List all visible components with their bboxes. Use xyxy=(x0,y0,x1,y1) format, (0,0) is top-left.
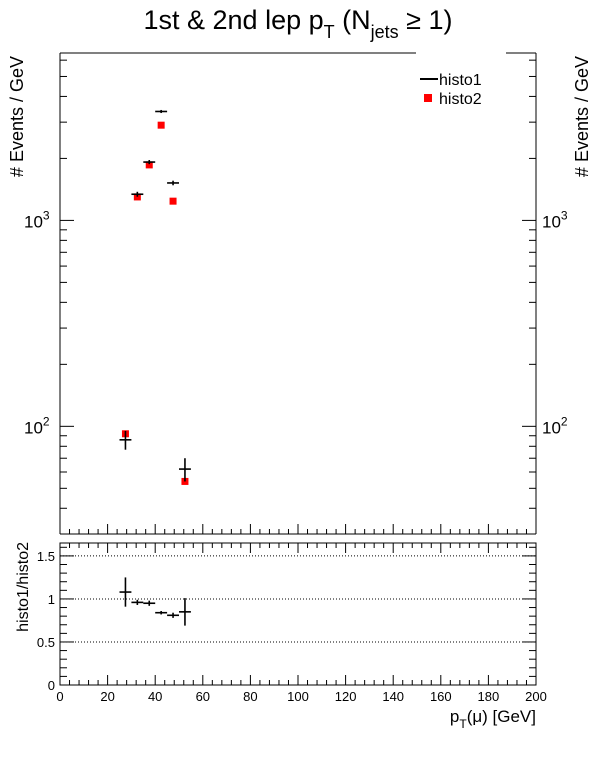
top-ylabel-left: # Events / GeV xyxy=(7,56,27,177)
ratio-y-tick-label: 0 xyxy=(48,678,55,693)
y-tick-label-left: 102 xyxy=(24,414,50,437)
ratio-y-tick-label: 0.5 xyxy=(37,635,55,650)
histo2-marker xyxy=(145,161,153,169)
title-sub-t: T xyxy=(324,22,335,42)
top-x-ticks xyxy=(59,524,537,534)
ratio-reference-lines xyxy=(60,555,536,643)
x-tick-label: 40 xyxy=(148,689,162,704)
ratio-point xyxy=(131,599,144,605)
histo1-point xyxy=(167,180,179,186)
histo1-point xyxy=(179,458,191,482)
y-tick-label-exp: 3 xyxy=(561,208,568,222)
x-tick-label: 60 xyxy=(196,689,210,704)
title-sub-jets: jets xyxy=(370,22,399,42)
ratio-panel-frame xyxy=(59,542,537,686)
top-panel-frame xyxy=(59,52,537,535)
legend-histo2-swatch xyxy=(424,94,432,102)
histo2-marker xyxy=(157,121,165,129)
y-tick-label-right: 103 xyxy=(542,208,568,231)
x-axis-title: pT(μ) [GeV] xyxy=(450,707,536,731)
y-tick-label-base: 10 xyxy=(542,418,561,437)
y-tick-label-base: 10 xyxy=(24,418,43,437)
bottom-x-ticks xyxy=(59,543,537,685)
legend-histo2-label: histo2 xyxy=(439,91,482,108)
title-rest: ≥ 1) xyxy=(399,5,453,35)
ratio-ylabel: histo1/histo2 xyxy=(15,542,32,632)
ratio-point xyxy=(179,598,191,626)
y-tick-label-exp: 3 xyxy=(43,208,50,222)
legend-histo1-label: histo1 xyxy=(439,72,482,89)
x-tick-label: 120 xyxy=(335,689,357,704)
x-tick-label: 140 xyxy=(382,689,404,704)
chart-title: 1st & 2nd lep pT (Njets ≥ 1) xyxy=(144,5,453,42)
x-tick-label: 200 xyxy=(525,689,547,704)
histo1-point xyxy=(143,160,156,165)
y-tick-label-base: 10 xyxy=(542,212,561,231)
y-tick-label-exp: 2 xyxy=(43,414,50,428)
y-tick-label-right: 102 xyxy=(542,414,568,437)
top-ylabel-right: # Events / GeV xyxy=(572,56,592,177)
ratio-point xyxy=(143,600,156,606)
top-panel-data xyxy=(119,109,191,485)
y-tick-label-left: 103 xyxy=(24,208,50,231)
x-tick-label: 180 xyxy=(478,689,500,704)
x-tick-label: 160 xyxy=(430,689,452,704)
top-y-ticks xyxy=(60,59,536,535)
y-tick-label-exp: 2 xyxy=(561,414,568,428)
x-tick-label: 20 xyxy=(100,689,114,704)
x-axis-title-sub: T xyxy=(459,717,467,731)
ratio-y-tick-label: 1 xyxy=(48,592,55,607)
bottom-y-ticks xyxy=(60,546,536,686)
histo2-marker xyxy=(133,193,141,201)
x-tick-label: 100 xyxy=(287,689,309,704)
ratio-point xyxy=(119,577,132,607)
legend: histo1 histo2 xyxy=(420,72,482,108)
ratio-panel-data xyxy=(119,577,191,626)
histo1-point xyxy=(131,191,144,197)
y-tick-label-base: 10 xyxy=(24,212,43,231)
ratio-y-tick-labels: 0 0.5 1 1.5 xyxy=(37,549,55,693)
x-tick-label: 0 xyxy=(56,689,63,704)
x-tick-label: 80 xyxy=(243,689,257,704)
x-tick-labels: 0 20 40 60 80 100 120 140 160 180 200 xyxy=(56,689,546,704)
histo1-point xyxy=(155,109,168,114)
ratio-point xyxy=(167,612,179,618)
ratio-y-tick-label: 1.5 xyxy=(37,549,55,564)
title-main: 1st & 2nd lep p xyxy=(144,5,324,35)
histo2-marker xyxy=(169,197,177,205)
x-axis-title-p: p xyxy=(450,707,459,726)
histo1-point xyxy=(119,430,132,450)
ratio-point xyxy=(155,610,168,615)
title-open: (N xyxy=(335,5,371,35)
x-axis-title-rest: (μ) [GeV] xyxy=(467,707,536,726)
